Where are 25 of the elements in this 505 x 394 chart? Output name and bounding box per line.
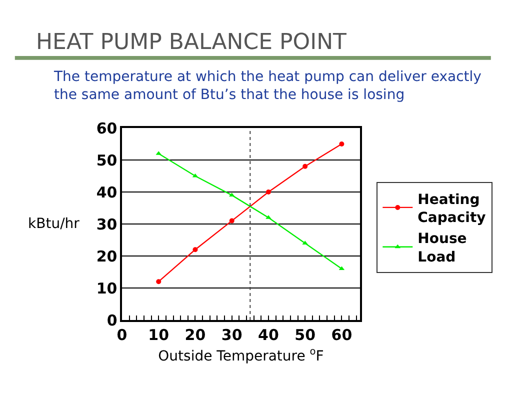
y-axis-title: kBtu/hr: [28, 216, 80, 232]
x-tick-label: 30: [221, 326, 242, 344]
x-tick-label: 40: [258, 326, 279, 344]
y-tick-label: 10: [96, 279, 118, 298]
point: [229, 218, 234, 224]
x-tick-label: 60: [331, 326, 352, 344]
point: [266, 190, 271, 194]
y-tick-label: 0: [106, 311, 118, 330]
x-axis-title: Outside Temperature $^{o}$F: [158, 346, 324, 365]
chart-title: HEAT PUMP BALANCE POINT: [36, 30, 348, 55]
point: [192, 247, 198, 252]
point: [156, 279, 162, 284]
y-tick-label: 50: [96, 151, 118, 170]
legend-label: Heating Capacity: [418, 192, 486, 226]
x-tick-label: 20: [184, 326, 206, 344]
y-tick-label: 40: [96, 183, 118, 202]
point: [302, 164, 308, 169]
chart-subtitle: The temperature at which the heat pump can deliver exactly the same amount of Btu’s that the house is losing: [53, 69, 482, 104]
y-tick-label: 20: [96, 247, 118, 266]
y-tick-label: 60: [96, 119, 118, 138]
point: [339, 142, 344, 146]
y-tick-label: 30: [96, 215, 118, 234]
x-tick-label: 50: [294, 326, 316, 344]
legend-label: House Load: [418, 231, 467, 266]
x-tick-label: 10: [148, 326, 170, 344]
